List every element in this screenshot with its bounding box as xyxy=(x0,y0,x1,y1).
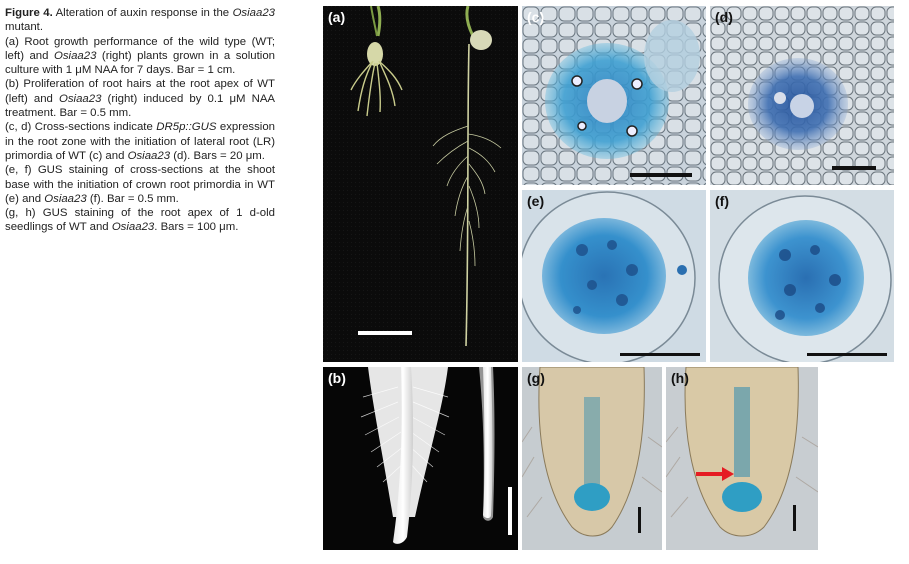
cross-section-d-illustration xyxy=(710,6,894,185)
panel-h-root-apex-photo: (h) xyxy=(666,367,818,550)
caption-title-text: Alteration of auxin response in the xyxy=(55,7,230,19)
caption-ef-text-2: (f). Bar = 0.5 mm. xyxy=(89,192,179,205)
panel-f-shoot-base-photo: (f) xyxy=(710,190,894,362)
caption-a-text-2: (right) plants grown in a solution cultu… xyxy=(5,49,275,77)
caption-cd-text-2: expression in the root zone with the ini… xyxy=(5,121,275,162)
caption-gh-italic: Osiaa23 xyxy=(111,221,155,234)
panel-c-label: (c) xyxy=(527,9,545,25)
caption-a-italic: Osiaa23 xyxy=(53,49,97,62)
caption-gh-text-1: (g, h) GUS staining of the root apex of … xyxy=(5,207,275,234)
panel-f-label: (f) xyxy=(715,193,729,209)
panel-e-shoot-base-photo: (e) xyxy=(522,190,706,362)
figure-caption: Figure 4. Alteration of auxin response i… xyxy=(5,6,275,235)
caption-cd-text-3: (d). Bars = 20 μm. xyxy=(173,149,265,162)
panel-a-label: (a) xyxy=(328,9,346,25)
panel-d-label: (d) xyxy=(715,9,733,25)
caption-cd-text-1: (c, d) Cross-sections indicate xyxy=(5,121,153,134)
caption-ef-text-1: (e, f) GUS staining of cross-sections at… xyxy=(5,164,275,205)
seedlings-illustration xyxy=(323,6,518,362)
cross-section-c-illustration xyxy=(522,6,706,185)
shoot-base-e-illustration xyxy=(522,191,700,362)
caption-b-italic: Osiaa23 xyxy=(59,92,102,105)
panel-g-label: (g) xyxy=(527,370,545,386)
shoot-base-f-illustration xyxy=(718,195,892,362)
caption-ef: (e, f) GUS staining of cross-sections at… xyxy=(5,163,275,206)
caption-gh: (g, h) GUS staining of the root apex of … xyxy=(5,206,275,235)
caption-gh-text-2: . Bars = 100 μm. xyxy=(154,221,239,234)
caption-b: (b) Proliferation of root hairs at the r… xyxy=(5,77,275,120)
panel-b-root-hairs-photo: (b) xyxy=(323,367,518,550)
caption-title-end: mutant. xyxy=(5,21,43,34)
caption-title-italic: Osiaa23 xyxy=(232,7,275,19)
panel-h-label: (h) xyxy=(671,370,689,386)
caption-cd: (c, d) Cross-sections indicate DR5p::GUS… xyxy=(5,120,275,163)
panel-g-root-apex-photo: (g) xyxy=(522,367,662,550)
root-apex-g-illustration xyxy=(522,367,662,537)
caption-cd-italic-2: Osiaa23 xyxy=(127,149,171,162)
panel-a-seedlings-photo: (a) xyxy=(323,6,518,362)
panel-d-cross-section-photo: (d) xyxy=(710,6,894,185)
panel-b-label: (b) xyxy=(328,370,346,386)
caption-b-text-1: (b) Proliferation of root hairs at the r… xyxy=(5,78,275,105)
root-hairs-illustration xyxy=(360,367,512,544)
caption-ef-italic: Osiaa23 xyxy=(44,192,87,205)
caption-cd-italic: DR5p::GUS xyxy=(156,121,217,134)
caption-b-text-2: (right) induced by 0.1 μM NAA treatment.… xyxy=(5,92,276,120)
panel-e-label: (e) xyxy=(527,193,545,209)
figure-label: Figure 4. xyxy=(5,7,53,19)
panel-c-cross-section-photo: (c) xyxy=(522,6,706,185)
root-apex-h-illustration xyxy=(666,367,818,537)
caption-a: (a) Root growth performance of the wild … xyxy=(5,35,275,78)
caption-a-text-1: (a) Root growth performance of the wild … xyxy=(5,35,275,62)
